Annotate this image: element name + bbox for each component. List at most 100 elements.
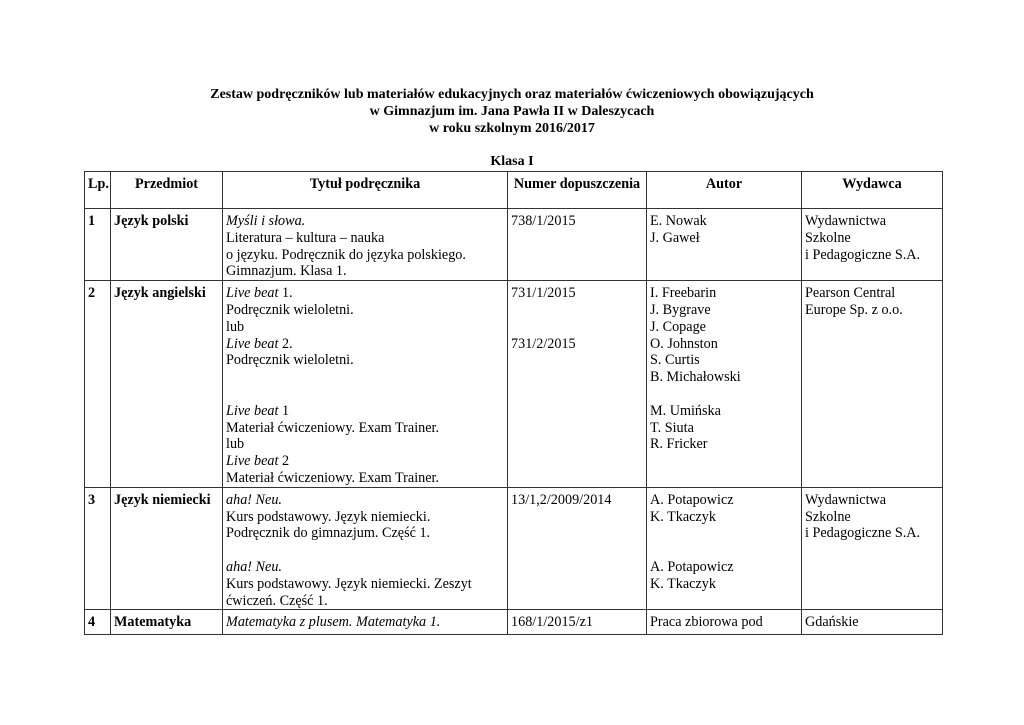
cell-subject: Język niemiecki [110,486,223,611]
number-line: 731/2/2015 [511,335,576,352]
number-line [511,302,643,319]
number-line: 738/1/2015 [511,213,576,229]
title-line: Matematyka z plusem. Matematyka 1. [226,614,504,631]
publisher-line: Gdańskie [805,614,859,631]
author-line: B. Michałowski [650,369,741,386]
title-text: Podręcznik wieloletni. [226,352,354,369]
title-text: ćwiczeń. Część 1. [226,592,328,609]
title-line: Live beat 2 [226,453,504,470]
cell-title: Live beat 1. Podręcznik wieloletni. lub Liv… [222,280,508,488]
title-italic: Live beat [226,402,279,419]
title-text: Kurs podstawowy. Język niemiecki. Zeszyt [226,575,472,592]
title-text: 2. [278,335,293,352]
cell-title: Matematyka z plusem. Matematyka 1. [222,609,508,636]
title-line: w roku szkolnym 2016/2017 [429,121,595,136]
title-line: o języku. Podręcznik do języka polskiego… [226,247,504,264]
title-line: w Gimnazjum im. Jana Pawła II w Daleszyc… [369,104,655,119]
title-line: Kurs podstawowy. Język niemiecki. [226,509,504,526]
cell-lp: 1 [84,207,111,282]
title-text: Podręcznik do gimnazjum. Część 1. [226,525,431,542]
publisher-line: i Pedagogiczne S.A. [805,246,921,263]
title-text: Podręcznik wieloletni. [226,301,354,318]
author-line: A. Potapowicz [650,558,734,575]
title-text: lub [226,436,245,453]
cell-author: E. Nowak J. Gaweł [646,207,802,282]
cell-number: 168/1/2015/z1 [507,609,647,636]
title-line: Zestaw podręczników lub materiałów eduka… [210,87,814,102]
title-line: Materiał ćwiczeniowy. Exam Trainer. [226,470,504,487]
title-line: Myśli i słowa. [226,213,504,230]
author-line: I. Freebarin [650,285,717,302]
title-line: aha! Neu. [226,492,504,509]
title-line: Materiał ćwiczeniowy. Exam Trainer. [226,420,504,437]
header-author: Autor [646,171,802,209]
number-line: 731/1/2015 [511,285,576,302]
title-line: Podręcznik do gimnazjum. Część 1. [226,525,504,542]
title-text: Literatura – kultura – nauka [226,229,385,246]
author-line: R. Fricker [650,436,708,453]
cell-subject: Język polski [110,207,223,282]
publisher-line: Szkolne [805,229,851,246]
cell-publisher: Wydawnictwa Szkolne i Pedagogiczne S.A. [801,207,943,282]
title-italic: aha! Neu. [226,558,282,575]
cell-subject: Matematyka [110,609,223,636]
title-line [226,369,504,386]
publisher-line: Szkolne [805,508,851,525]
cell-lp: 2 [84,280,111,488]
number-line: 168/1/2015/z1 [511,614,593,631]
title-line: Live beat 2. [226,336,504,353]
cell-publisher: Gdańskie [801,609,943,636]
cell-title: Myśli i słowa. Literatura – kultura – nau… [222,207,508,282]
document-title: Zestaw podręczników lub materiałów eduka… [0,86,1024,137]
publisher-line: Pearson Central [805,285,896,302]
title-line: lub [226,436,504,453]
cell-publisher: Wydawnictwa Szkolne i Pedagogiczne S.A. [801,486,943,611]
textbook-table: Lp. Przedmiot Tytuł podręcznika Numer do… [84,171,943,636]
author-line: K. Tkaczyk [650,575,716,592]
header-subject: Przedmiot [110,171,223,209]
cell-subject: Język angielski [110,280,223,488]
title-text: o języku. Podręcznik do języka polskiego… [226,246,466,263]
title-italic: Matematyka z plusem. Matematyka 1. [226,614,441,631]
header-title: Tytuł podręcznika [222,171,508,209]
title-line: Live beat 1 [226,403,504,420]
publisher-line: Wydawnictwa [805,213,887,229]
author-line: O. Johnston [650,335,718,352]
author-line [650,386,798,403]
title-line: lub [226,319,504,336]
title-line: Gimnazjum. Klasa 1. [226,263,504,280]
title-text: lub [226,318,245,335]
cell-title: aha! Neu. Kurs podstawowy. Język niemieck… [222,486,508,611]
author-line: Praca zbiorowa pod [650,614,763,631]
title-line: Literatura – kultura – nauka [226,230,504,247]
header-row: Lp. Przedmiot Tytuł podręcznika Numer do… [84,171,943,209]
title-text: 2 [278,453,290,470]
table-row: 4 Matematyka Matematyka z plusem. Matematy… [84,609,943,636]
title-line: Kurs podstawowy. Język niemiecki. Zeszyt [226,576,504,593]
cell-number: 738/1/2015 [507,207,647,282]
number-line [511,319,643,336]
title-line: Live beat 1. [226,285,504,302]
cell-number: 13/1,2/2009/2014 [507,486,647,611]
author-line: T. Siuta [650,419,694,436]
table-row: 1 Język polski Myśli i słowa. Literatura – … [84,207,943,282]
cell-author: A. Potapowicz K. Tkaczyk A. Potapowicz K. T… [646,486,802,611]
table-row: 3 Język niemiecki aha! Neu. Kurs podstawowy… [84,486,943,611]
author-line [650,525,798,542]
title-italic: aha! Neu. [226,491,282,508]
title-line: Podręcznik wieloletni. [226,302,504,319]
cell-lp: 3 [84,486,111,611]
title-text: Kurs podstawowy. Język niemiecki. [226,508,431,525]
title-italic: Live beat [226,453,279,470]
number-line: 13/1,2/2009/2014 [511,491,612,508]
title-text: 1 [278,402,290,419]
cell-lp: 4 [84,609,111,636]
cell-author: I. Freebarin J. Bygrave J. Copage O. Johnst… [646,280,802,488]
cell-publisher: Pearson Central Europe Sp. z o.o. [801,280,943,488]
title-italic: Myśli i słowa. [226,213,306,229]
author-line: E. Nowak [650,213,707,229]
cell-author: Praca zbiorowa pod [646,609,802,636]
header-publisher: Wydawca [801,171,943,209]
class-heading: Klasa I [490,154,534,169]
publisher-line: Europe Sp. z o.o. [805,301,903,318]
